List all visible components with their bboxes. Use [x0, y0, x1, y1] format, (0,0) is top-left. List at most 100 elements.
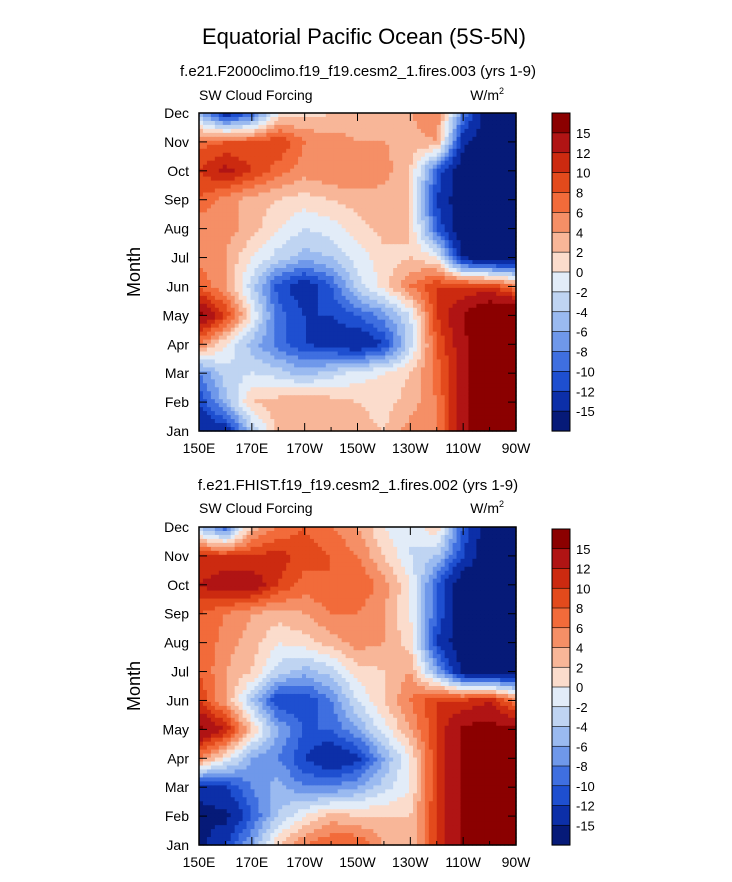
heatmap-cell	[338, 169, 343, 174]
heatmap-cell	[338, 228, 343, 233]
heatmap-cell	[346, 129, 351, 134]
heatmap-cell	[254, 117, 259, 122]
heatmap-cell	[433, 355, 438, 360]
heatmap-cell	[203, 216, 208, 221]
heatmap-cell	[393, 340, 398, 345]
heatmap-cell	[211, 200, 216, 205]
heatmap-cell	[385, 216, 390, 221]
heatmap-cell	[326, 212, 331, 217]
heatmap-cell	[270, 320, 275, 325]
heatmap-cell	[302, 280, 307, 285]
heatmap-cell	[270, 189, 275, 194]
heatmap-cell	[254, 276, 259, 281]
heatmap-cell	[449, 216, 454, 221]
heatmap-cell	[227, 165, 232, 170]
heatmap-cell	[326, 189, 331, 194]
heatmap-cell	[417, 157, 422, 162]
heatmap-cell	[377, 212, 382, 217]
heatmap-cell	[480, 189, 485, 194]
heatmap-cell	[381, 177, 386, 182]
heatmap-cell	[358, 121, 363, 126]
heatmap-cell	[254, 324, 259, 329]
heatmap-cell	[219, 300, 224, 305]
heatmap-cell	[401, 149, 406, 154]
heatmap-cell	[468, 280, 473, 285]
heatmap-cell	[254, 292, 259, 297]
heatmap-cell	[322, 296, 327, 301]
heatmap-cell	[266, 161, 271, 166]
heatmap-cell	[350, 216, 355, 221]
heatmap-cell	[223, 181, 228, 186]
heatmap-cell	[274, 272, 279, 277]
heatmap-cell	[247, 121, 252, 126]
heatmap-cell	[361, 121, 366, 126]
heatmap-cell	[445, 157, 450, 162]
heatmap-cell	[262, 312, 267, 317]
heatmap-cell	[306, 284, 311, 289]
heatmap-cell	[484, 256, 489, 261]
heatmap-cell	[433, 200, 438, 205]
heatmap-cell	[405, 157, 410, 162]
heatmap-cell	[254, 181, 259, 186]
heatmap-cell	[405, 220, 410, 225]
heatmap-cell	[326, 344, 331, 349]
heatmap-cell	[421, 212, 426, 217]
heatmap-cell	[385, 355, 390, 360]
heatmap-cell	[461, 232, 466, 237]
heatmap-cell	[302, 169, 307, 174]
heatmap-cell	[203, 149, 208, 154]
heatmap-cell	[433, 352, 438, 357]
heatmap-cell	[461, 276, 466, 281]
heatmap-cell	[278, 308, 283, 313]
heatmap-cell	[334, 193, 339, 198]
heatmap-cell	[464, 344, 469, 349]
heatmap-cell	[381, 161, 386, 166]
heatmap-cell	[472, 228, 477, 233]
heatmap-cell	[346, 185, 351, 190]
heatmap-cell	[334, 181, 339, 186]
heatmap-cell	[461, 153, 466, 158]
heatmap-cell	[278, 284, 283, 289]
heatmap-cell	[476, 181, 481, 186]
heatmap-cell	[223, 224, 228, 229]
heatmap-cell	[322, 280, 327, 285]
heatmap-cell	[322, 288, 327, 293]
heatmap-cell	[334, 228, 339, 233]
heatmap-cell	[223, 196, 228, 201]
heatmap-cell	[207, 173, 212, 178]
heatmap-cell	[361, 189, 366, 194]
heatmap-cell	[385, 185, 390, 190]
heatmap-cell	[314, 185, 319, 190]
heatmap-cell	[223, 312, 228, 317]
heatmap-cell	[330, 117, 335, 122]
heatmap-cell	[464, 228, 469, 233]
heatmap-cell	[393, 316, 398, 321]
heatmap-cell	[266, 240, 271, 245]
heatmap-cell	[461, 181, 466, 186]
heatmap-cell	[401, 165, 406, 170]
heatmap-cell	[377, 308, 382, 313]
heatmap-cell	[365, 129, 370, 134]
heatmap-cell	[211, 169, 216, 174]
heatmap-cell	[350, 288, 355, 293]
heatmap-cell	[302, 292, 307, 297]
heatmap-cell	[401, 316, 406, 321]
heatmap-cell	[484, 212, 489, 217]
heatmap-cell	[464, 125, 469, 130]
heatmap-cell	[441, 165, 446, 170]
heatmap-cell	[425, 308, 430, 313]
heatmap-cell	[314, 272, 319, 277]
heatmap-cell	[298, 212, 303, 217]
heatmap-cell	[461, 236, 466, 241]
heatmap-cell	[504, 348, 509, 353]
heatmap-cell	[227, 137, 232, 142]
heatmap-cell	[461, 137, 466, 142]
heatmap-cell	[464, 236, 469, 241]
heatmap-cell	[215, 157, 220, 162]
heatmap-cell	[500, 268, 505, 273]
heatmap-cell	[314, 133, 319, 138]
heatmap-cell	[211, 304, 216, 309]
heatmap-cell	[231, 355, 236, 360]
heatmap-cell	[334, 344, 339, 349]
heatmap-cell	[215, 292, 220, 297]
